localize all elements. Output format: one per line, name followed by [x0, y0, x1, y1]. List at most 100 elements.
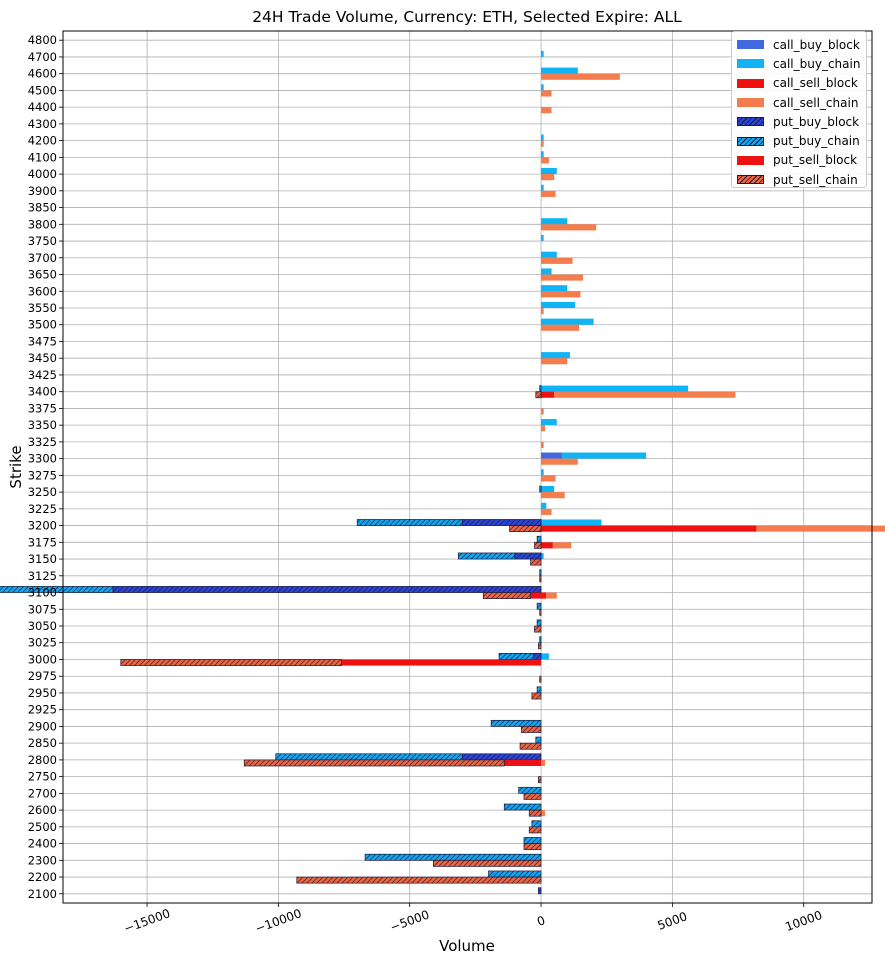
- bar-put_sell_block-3000: [341, 659, 542, 666]
- bar-put_sell_chain-3000: [120, 659, 342, 666]
- bar-call_sell_chain-3375: [541, 408, 544, 415]
- bar-call_sell_chain-3300: [541, 458, 578, 465]
- y-tick-label: 3500: [28, 318, 57, 332]
- bar-call_buy_block-3300: [541, 452, 563, 459]
- y-tick-label: 2700: [28, 786, 57, 800]
- bar-call_buy_chain-3350: [541, 419, 557, 426]
- legend-label: put_sell_block: [773, 153, 858, 168]
- bar-put_buy_block-2800: [461, 753, 542, 761]
- legend-item-call_buy_chain: call_buy_chain: [737, 54, 866, 73]
- y-tick-label: 2850: [28, 736, 57, 750]
- plot-frame: [62, 30, 873, 904]
- y-axis-label: Strike: [7, 445, 25, 488]
- bar-put_sell_chain-2400: [523, 843, 542, 851]
- bar-put_buy_chain-3175: [536, 535, 542, 543]
- bar-put_sell_chain-2700: [523, 793, 542, 800]
- bar-call_sell_chain-3650: [541, 274, 584, 281]
- bar-put_sell_chain-2950: [531, 692, 542, 700]
- bar-call_sell_chain-3225: [541, 508, 552, 515]
- y-tick-label: 4500: [28, 83, 57, 97]
- bar-call_buy_chain-3650: [541, 268, 552, 275]
- bar-call_buy_chain-3400: [541, 385, 689, 392]
- bar-call_buy_chain-3275: [541, 469, 544, 476]
- bar-put_buy_chain-2500: [531, 820, 542, 828]
- bar-call_buy_chain-4100: [541, 151, 544, 158]
- y-tick-label: 4800: [28, 33, 57, 47]
- y-tick-label: 2900: [28, 719, 57, 733]
- bar-call_buy_chain-3000: [541, 653, 549, 660]
- legend-swatch: [737, 155, 764, 165]
- bar-call_buy_chain-3300: [562, 452, 647, 459]
- bar-put_sell_chain-2200: [296, 876, 542, 884]
- bar-put_sell_chain-2900: [520, 726, 542, 733]
- bar-call_buy_chain-3250: [541, 486, 555, 493]
- x-axis-label: Volume: [439, 937, 495, 955]
- x-tick-label: 10000: [783, 908, 824, 934]
- bar-put_buy_chain-2300: [364, 853, 542, 861]
- bar-put_buy_chain-3250: [539, 485, 542, 493]
- bar-call_buy_chain-3750: [541, 234, 544, 242]
- y-tick-label: 3600: [28, 284, 57, 298]
- bar-put_buy_chain-3100: [0, 586, 114, 593]
- bar-put_sell_chain-3100: [482, 592, 531, 599]
- bar-put_sell_chain-3200: [509, 525, 542, 533]
- bar-call_buy_chain-3700: [541, 251, 557, 258]
- bar-put_buy_chain-3075: [536, 602, 542, 610]
- x-tick-label: 0: [535, 913, 547, 929]
- y-tick-label: 3225: [28, 502, 57, 516]
- y-tick-label: 3325: [28, 435, 57, 449]
- bar-call_sell_chain-2600: [541, 810, 545, 817]
- legend-label: call_buy_chain: [773, 56, 861, 71]
- y-tick-label: 2300: [28, 853, 57, 867]
- bar-call_sell_chain-4600: [541, 73, 620, 80]
- y-tick-label: 3450: [28, 351, 57, 365]
- y-tick-label: 2975: [28, 669, 57, 683]
- bar-put_sell_chain-2600: [528, 809, 542, 817]
- bar-call_sell_chain-3550: [541, 307, 544, 315]
- y-tick-label: 4000: [28, 167, 57, 181]
- legend-item-call_buy_block: call_buy_block: [737, 35, 866, 54]
- y-tick-label: 2100: [28, 887, 57, 901]
- bar-put_sell_chain-3075: [539, 608, 542, 616]
- bar-put_sell_chain-3400: [535, 391, 542, 399]
- bars: [0, 50, 885, 895]
- bar-call_sell_chain-3275: [541, 475, 556, 482]
- legend-label: call_sell_chain: [773, 95, 859, 110]
- bar-put_sell_chain-2300: [433, 859, 542, 867]
- bar-call_sell_chain-3250: [541, 492, 565, 499]
- bar-put_buy_chain-3400: [539, 385, 542, 393]
- legend-swatch: [737, 175, 764, 185]
- bar-call_buy_chain-4200: [541, 134, 544, 141]
- y-tick-label: 2800: [28, 753, 57, 767]
- bar-call_sell_chain-3100: [546, 592, 557, 599]
- y-tick-label: 2200: [28, 870, 57, 884]
- y-tick-label: 3750: [28, 234, 57, 248]
- y-tick-label: 4400: [28, 100, 57, 114]
- bar-call_sell_chain-3700: [541, 257, 573, 264]
- bar-put_buy_block-3100: [112, 586, 542, 593]
- bar-put_buy_chain-3025: [539, 636, 542, 644]
- chart-title: 24H Trade Volume, Currency: ETH, Selecte…: [252, 8, 682, 26]
- bar-call_buy_chain-3450: [541, 352, 570, 359]
- bar-call_buy_chain-4500: [541, 84, 544, 91]
- y-tick-label: 3900: [28, 184, 57, 198]
- legend-item-put_buy_block: put_buy_block: [737, 112, 866, 131]
- bar-put_buy_chain-3050: [536, 619, 542, 627]
- y-tick-label: 3100: [28, 586, 57, 600]
- y-tick-label: 4300: [28, 117, 57, 131]
- bar-put_buy_block-3200: [461, 519, 542, 526]
- bar-call_buy_chain-3500: [541, 318, 594, 325]
- bar-put_buy_chain-3125: [539, 569, 542, 577]
- bar-call_sell_block-3100: [541, 592, 547, 599]
- y-tick-label: 3175: [28, 535, 57, 549]
- bar-put_buy_chain-2400: [523, 837, 542, 844]
- bar-put_buy_chain-2700: [518, 786, 542, 794]
- bar-call_sell_block-3400: [541, 391, 555, 398]
- y-tick-label: 3075: [28, 602, 57, 616]
- x-ticks: −15000 −10000 −5000 0 5000 10000: [122, 903, 824, 936]
- bar-call_buy_chain-3200: [541, 519, 602, 526]
- bar-put_sell_chain-2975: [539, 675, 542, 683]
- y-tick-label: 2600: [28, 803, 57, 817]
- x-tick-label: −15000: [122, 906, 172, 936]
